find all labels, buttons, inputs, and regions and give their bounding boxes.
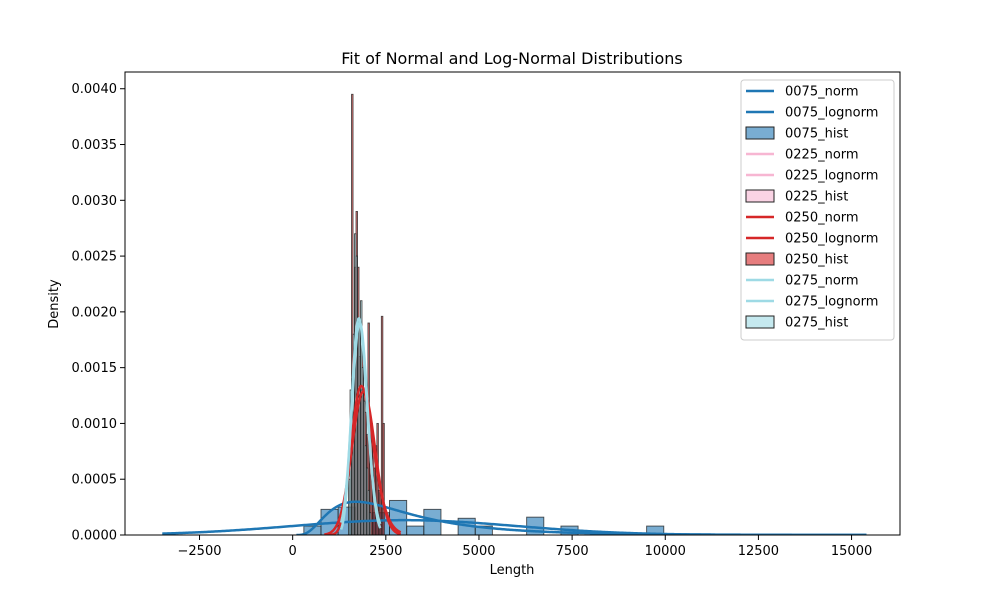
y-tick-label: 0.0015 [72,361,118,376]
y-tick-label: 0.0010 [72,417,118,432]
x-axis: −2500 0 2500 5000 7500 10000 12500 15000 [178,535,872,559]
hist-bar-0075-11 [646,525,665,535]
y-tick-label: 0.0030 [72,194,118,209]
legend-label: 0275_hist [785,316,848,331]
legend-label: 0225_norm [785,148,859,163]
legend-label: 0075_lognorm [785,106,878,121]
hist-bar-0250-21 [382,422,385,535]
plot-content [162,93,867,535]
legend-label: 0250_norm [785,211,859,226]
legend-handle-0225-hist [745,189,775,203]
legend-label: 0275_lognorm [785,295,878,310]
x-tick-label: 10000 [645,544,686,559]
hist-bar-0075-5 [406,525,425,535]
hist-bar-0275-14 [368,512,372,535]
legend-handle-0075-hist [745,126,775,140]
legend-label: 0075_norm [785,85,859,100]
legend-label: 0250_lognorm [785,232,878,247]
legend-label: 0225_hist [785,190,848,205]
x-tick-label: 12500 [738,544,779,559]
y-axis-label: Density [47,279,62,329]
legend-handle-0250-hist [745,252,775,266]
y-tick-label: 0.0000 [72,529,118,544]
x-tick-label: 5000 [462,544,495,559]
x-tick-label: 0 [289,544,297,559]
norm-curve-0250 [323,390,402,535]
plot-area [124,71,901,536]
legend: 0075_norm 0075_lognorm 0075_hist 0225_norm 0… [740,79,895,341]
x-tick-label: 7500 [556,544,589,559]
axes-frame [124,71,901,536]
x-tick-label: 15000 [831,544,872,559]
y-tick-label: 0.0020 [72,305,118,320]
chart-title: Fit of Normal and Log-Normal Distributio… [341,49,683,68]
x-tick-label: 2500 [369,544,402,559]
legend-label: 0225_lognorm [785,169,878,184]
legend-label: 0250_hist [785,253,848,268]
lognorm-curve-0275 [339,317,382,531]
legend-handle-0275-hist [745,315,775,329]
legend-label: 0275_norm [785,274,859,289]
y-axis: 0.0000 0.0005 0.0010 0.0015 0.0020 0.0025 0.00… [72,82,125,544]
hist-0275 [348,233,372,535]
x-axis-label: Length [490,563,535,578]
lognorm-curve-0250 [323,384,402,535]
x-tick-label: −2500 [178,544,222,559]
hist-bar-0075-6 [423,508,442,535]
y-tick-label: 0.0035 [72,138,118,153]
y-tick-label: 0.0005 [72,473,118,488]
legend-box [740,79,895,341]
y-tick-label: 0.0025 [72,250,118,265]
legend-label: 0075_hist [785,127,848,142]
y-tick-label: 0.0040 [72,82,118,97]
hist-bar-0075-8 [474,525,493,535]
